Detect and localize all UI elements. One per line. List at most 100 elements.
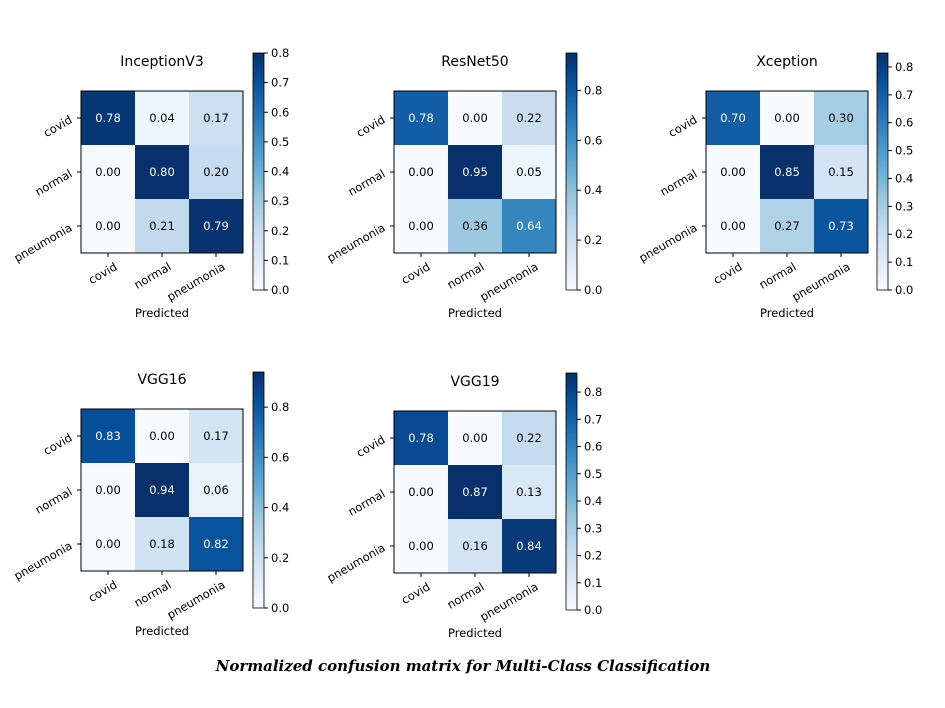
cell-value-label: 0.00 [462,431,488,445]
cell-value-label: 0.00 [462,111,488,125]
panel-resnet50: ResNet50 0.78 0.00 0.22 0.00 0.95 0.05 0.00 0.36… [324,52,602,320]
colorbar-tick-label: 0.6 [584,440,602,454]
heatmap-cell-r2-c2 [814,199,868,253]
colorbar-tick-label: 0.8 [271,400,289,414]
cell-value-label: 0.78 [95,111,121,125]
cell-value-label: 0.83 [95,429,121,443]
heatmap-cell-r1-c0 [81,463,135,517]
cell-value-label: 0.22 [516,111,542,125]
y-tick-label: covid [354,432,388,459]
cell-value-label: 0.04 [149,111,175,125]
y-tick-label: normal [33,484,75,516]
chart-title: InceptionV3 [120,54,204,70]
heatmap-cell-r1-c1 [448,465,502,519]
heatmap-cell-r1-c1 [760,145,814,199]
cell-value-label: 0.84 [516,539,542,553]
heatmap-cell-r1-c1 [135,145,189,199]
cell-value-label: 0.00 [720,219,746,233]
panel-vgg16: VGG16 0.83 0.00 0.17 0.00 0.94 0.06 0.00 0.18 0.8… [11,371,289,638]
y-tick-label: covid [666,112,700,139]
figure-caption: Normalized confusion matrix for Multi-Cl… [215,657,711,675]
heatmap-cell-r0-c1 [135,409,189,463]
heatmap-cell-r0-c2 [502,411,556,465]
colorbar-tick-label: 0.4 [584,183,602,197]
colorbar-tick-label: 0.2 [584,549,602,563]
heatmap-cell-r2-c0 [81,199,135,253]
colorbar-tick-label: 0.6 [584,133,602,147]
cell-value-label: 0.00 [95,483,121,497]
heatmap-cell-r0-c0 [81,409,135,463]
colorbar [876,52,889,291]
colorbar [252,371,265,609]
colorbar-tick-label: 0.1 [895,255,913,269]
chart-title: VGG16 [137,372,186,388]
cell-value-label: 0.16 [462,539,488,553]
x-tick-label: pneumonia [477,579,540,623]
chart-title: VGG19 [450,374,499,390]
x-tick-label: normal [132,577,174,609]
y-tick-label: normal [658,166,700,198]
cell-value-label: 0.36 [462,219,488,233]
cell-value-label: 0.17 [203,429,229,443]
chart-title: Xception [756,54,818,70]
heatmap-cell-r0-c2 [502,91,556,145]
colorbar-tick-label: 0.8 [271,46,289,60]
heatmap-cell-r2-c1 [135,517,189,571]
colorbar-tick-label: 0.0 [895,283,913,297]
y-tick-label: covid [354,112,388,139]
colorbar-tick-label: 0.8 [895,60,913,74]
cell-value-label: 0.82 [203,537,229,551]
heatmap-cell-r1-c1 [135,463,189,517]
cell-value-label: 0.79 [203,219,229,233]
cell-value-label: 0.00 [95,219,121,233]
colorbar-tick-label: 0.2 [584,233,602,247]
x-tick-label: covid [711,259,745,286]
heatmap-cell-r0-c1 [135,91,189,145]
x-tick-label: normal [445,259,487,291]
heatmap-cell-r0-c0 [81,91,135,145]
colorbar-tick-label: 0.4 [895,171,913,185]
cell-value-label: 0.87 [462,485,488,499]
x-tick-label: pneumonia [164,577,227,621]
x-tick-label: pneumonia [477,259,540,303]
colorbar-tick-label: 0.8 [584,83,602,97]
x-tick-label: covid [86,577,120,604]
panel-xception: Xception 0.70 0.00 0.30 0.00 0.85 0.15 0.00 0.27… [636,52,913,320]
y-tick-label: pneumonia [11,538,74,582]
cell-value-label: 0.70 [720,111,746,125]
colorbar-tick-label: 0.7 [895,88,913,102]
heatmap-cell-r2-c0 [706,199,760,253]
cell-value-label: 0.00 [720,165,746,179]
heatmap-cell-r1-c0 [706,145,760,199]
x-axis-label: Predicted [448,306,502,320]
colorbar-tick-label: 0.2 [271,224,289,238]
heatmap-cell-r0-c0 [706,91,760,145]
cell-value-label: 0.06 [203,483,229,497]
y-tick-label: normal [346,486,388,518]
colorbar-tick-label: 0.4 [271,165,289,179]
colorbar-tick-label: 0.2 [895,227,913,241]
heatmap-cell-r2-c0 [394,199,448,253]
colorbar-tick-label: 0.1 [271,253,289,267]
heatmap-cell-r1-c1 [448,145,502,199]
heatmap-cell-r1-c2 [189,463,243,517]
heatmap-cell-r2-c2 [502,199,556,253]
x-tick-label: normal [132,259,174,291]
heatmap-cell-r1-c0 [394,465,448,519]
cell-value-label: 0.05 [516,165,542,179]
cell-value-label: 0.00 [95,537,121,551]
y-tick-label: covid [41,430,75,457]
heatmap-cell-r1-c2 [189,145,243,199]
cell-value-label: 0.27 [774,219,800,233]
y-tick-label: pneumonia [11,220,74,264]
heatmap-cell-r2-c1 [448,199,502,253]
heatmap-cell-r2-c2 [502,519,556,573]
x-tick-label: pneumonia [789,259,852,303]
cell-value-label: 0.17 [203,111,229,125]
heatmap-cell-r1-c0 [394,145,448,199]
cell-value-label: 0.78 [408,111,434,125]
heatmap-cell-r2-c2 [189,517,243,571]
chart-title: ResNet50 [441,54,508,70]
cell-value-label: 0.13 [516,485,542,499]
